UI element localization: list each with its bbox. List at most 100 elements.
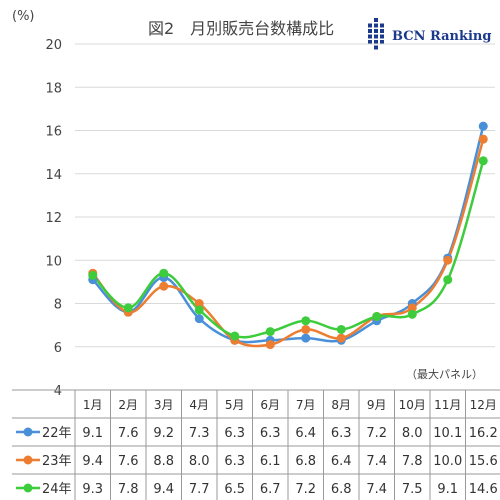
logo-dot [374, 34, 378, 39]
data-point [301, 316, 311, 326]
legend-marker [23, 483, 33, 493]
data-label: 6.7 [260, 482, 281, 497]
y-axis-label: (%) [12, 9, 35, 24]
legend-marker [23, 455, 33, 465]
data-point [159, 281, 169, 291]
data-label: 7.4 [366, 482, 387, 497]
y-tick-labels: 4 6 8 10 12 14 16 18 20 [45, 38, 62, 399]
data-label: 7.8 [118, 482, 139, 497]
legend-entry: 23年 [42, 454, 72, 469]
y-tick-label: 16 [45, 125, 62, 140]
series-points [88, 121, 488, 350]
data-label: 6.8 [295, 454, 316, 469]
data-label: 8.8 [153, 454, 174, 469]
data-label: 7.5 [402, 482, 423, 497]
y-tick-label: 4 [54, 384, 62, 399]
data-label: 6.3 [224, 454, 245, 469]
data-label: 9.3 [82, 482, 103, 497]
logo-text: BCN Ranking [392, 29, 491, 44]
logo-dot [368, 29, 372, 33]
data-point [123, 303, 133, 313]
data-label: 10.0 [433, 454, 462, 469]
data-label: 7.2 [295, 482, 316, 497]
bcn-grid-logo-icon [368, 18, 384, 50]
legend-entry: 24年 [42, 482, 72, 497]
data-point [372, 311, 382, 321]
data-point [159, 268, 169, 278]
y-tick-label: 18 [45, 81, 62, 96]
y-tick-label: 12 [45, 211, 62, 226]
logo-dot [368, 34, 372, 39]
data-point [301, 324, 311, 334]
data-point [88, 270, 98, 280]
data-label: 6.3 [224, 426, 245, 441]
y-tick-label: 8 [54, 298, 62, 313]
data-point [194, 299, 204, 308]
bcn-logo: BCN Ranking [368, 18, 491, 50]
category-label: 5月 [225, 398, 245, 412]
logo-dot [380, 29, 384, 33]
data-table: 1月 2月 3月 4月 5月 6月 7月 8月 9月 10月 11月 12月 22年 9.1 7.6 9.2 7… [12, 389, 500, 500]
data-point [478, 121, 488, 131]
data-point [407, 309, 417, 319]
y-tick-label: 6 [54, 341, 62, 356]
series-line-2 [91, 160, 485, 339]
data-label: 7.6 [118, 454, 139, 469]
data-label: 15.6 [469, 454, 498, 469]
data-label: 16.2 [469, 426, 498, 441]
data-point [336, 324, 346, 334]
data-point [478, 134, 488, 144]
logo-dot [374, 18, 378, 22]
category-label: 7月 [296, 398, 316, 412]
logo-dot [374, 45, 378, 50]
y-tick-label: 14 [45, 168, 62, 183]
data-label: 6.8 [331, 482, 352, 497]
data-label: 10.1 [433, 426, 462, 441]
data-point [407, 303, 417, 313]
series-line-0 [91, 125, 485, 344]
data-label: 9.2 [153, 426, 174, 441]
category-label: 9月 [367, 398, 387, 412]
data-label: 8.0 [189, 454, 210, 469]
data-label: 8.0 [402, 426, 423, 441]
data-label: 7.2 [366, 426, 387, 441]
data-point [265, 327, 275, 337]
data-label: 7.7 [189, 482, 210, 497]
data-label: 7.8 [402, 454, 423, 469]
max-panel-note: （最大パネル） [406, 367, 483, 381]
data-point [194, 305, 204, 315]
series-line-1 [91, 138, 485, 348]
category-label: 4月 [189, 398, 209, 412]
data-point [230, 331, 240, 341]
data-point [194, 314, 204, 324]
logo-dot [368, 40, 372, 44]
category-label: 6月 [260, 398, 280, 412]
y-tick-label: 20 [45, 38, 62, 53]
data-point [265, 340, 275, 350]
data-label: 7.3 [189, 426, 210, 441]
data-label: 6.3 [260, 426, 281, 441]
y-tick-label: 10 [45, 254, 62, 269]
data-label: 9.4 [153, 482, 174, 497]
data-label: 7.6 [118, 426, 139, 441]
category-label: 2月 [118, 398, 138, 412]
data-point [443, 255, 453, 265]
category-label: 10月 [399, 398, 426, 412]
data-label: 6.5 [224, 482, 245, 497]
logo-dot [374, 23, 378, 28]
data-label: 9.4 [82, 454, 103, 469]
category-label: 8月 [331, 398, 351, 412]
logo-dot [380, 34, 384, 39]
category-label: 3月 [154, 398, 174, 412]
data-label: 14.6 [469, 482, 498, 497]
category-label: 11月 [434, 398, 461, 412]
data-label: 6.4 [295, 426, 316, 441]
logo-dot [374, 29, 378, 33]
series-lines [91, 125, 485, 348]
data-label: 6.4 [331, 454, 352, 469]
logo-dot [374, 40, 378, 44]
data-label: 9.1 [437, 482, 458, 497]
data-label: 6.1 [260, 454, 281, 469]
category-label: 12月 [470, 398, 497, 412]
